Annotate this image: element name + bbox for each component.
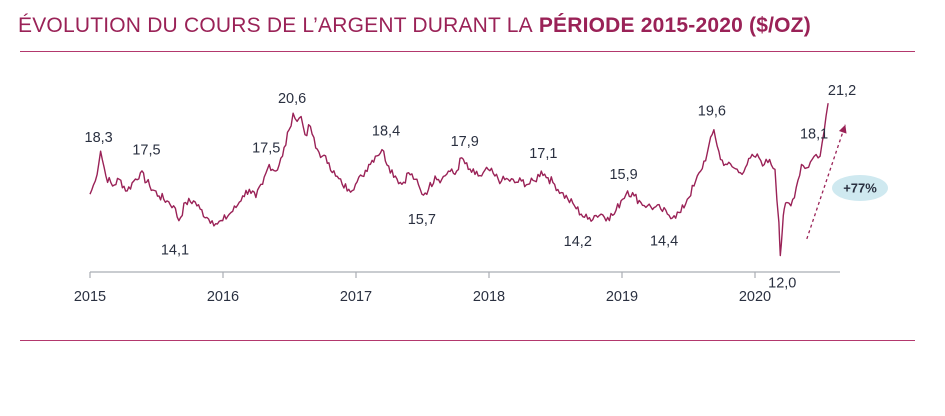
x-tick-label: 2015 <box>74 289 106 305</box>
data-label: 14,1 <box>161 243 189 259</box>
data-label: 14,2 <box>564 234 592 250</box>
data-label: 17,5 <box>252 140 280 156</box>
data-label: 12,0 <box>768 275 796 291</box>
data-label: 18,3 <box>85 130 113 146</box>
x-tick-label: 2019 <box>606 289 638 305</box>
data-label: 17,1 <box>529 146 557 162</box>
data-label: 20,6 <box>278 91 306 107</box>
data-label: 15,7 <box>408 212 436 228</box>
growth-arrow-line <box>806 124 846 240</box>
data-label: 18,1 <box>800 127 828 143</box>
chart-title-bold: PÉRIODE 2015-2020 ($/OZ) <box>538 14 811 37</box>
data-label: 17,5 <box>132 143 160 159</box>
bottom-divider <box>20 340 915 341</box>
x-axis: 2015 2016 2017 2018 2019 2020 <box>74 271 840 305</box>
price-series-line <box>89 103 829 257</box>
x-tick-label: 2020 <box>739 289 771 305</box>
growth-badge <box>832 175 888 201</box>
x-tick-label: 2017 <box>340 289 372 305</box>
data-label: 18,4 <box>372 124 400 140</box>
data-label: 14,4 <box>650 234 678 250</box>
chart-title: ÉVOLUTION DU COURS DE L’ARGENT DURANT LA… <box>18 14 811 38</box>
series-layer <box>89 103 829 257</box>
data-labels: 18,3 17,5 14,1 17,5 20,6 18,4 15,7 17,9 17,1 14,2… <box>85 83 857 291</box>
growth-badge-label: +77% <box>843 181 877 196</box>
x-tick-label: 2016 <box>207 289 239 305</box>
data-label: 21,2 <box>828 83 856 99</box>
data-label: 15,9 <box>609 167 637 183</box>
data-label: 17,9 <box>451 134 479 150</box>
top-divider <box>20 51 915 52</box>
growth-annotation: +77% <box>806 124 888 240</box>
x-tick-label: 2018 <box>473 289 505 305</box>
data-label: 19,6 <box>698 104 726 120</box>
growth-arrow-head <box>838 124 847 134</box>
chart-title-light: ÉVOLUTION DU COURS DE L’ARGENT DURANT LA <box>18 14 533 37</box>
